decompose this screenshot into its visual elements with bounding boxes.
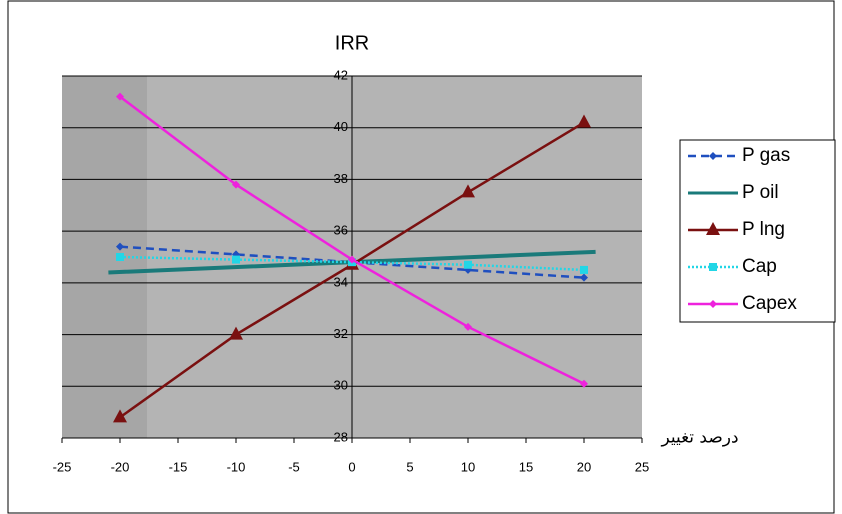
x-tick-label: 0 [348,459,355,474]
data-point [580,266,588,274]
legend-marker [709,263,717,271]
data-point [232,256,240,264]
plot-shade [62,76,147,438]
y-tick-label: 34 [334,274,348,289]
x-tick-label: -15 [169,459,188,474]
x-tick-label: 10 [461,459,475,474]
data-point [464,261,472,269]
chart: IRR درصد تغییر 28 30 32 34 36 38 40 42 -25 -20 -15… [0,0,842,514]
x-tick-label: 25 [635,459,649,474]
y-tick-label: 28 [334,429,348,444]
x-tick-label: -20 [111,459,130,474]
legend-label: P oil [742,182,779,203]
y-tick-label: 42 [334,67,348,82]
legend-label: Capex [742,293,797,314]
x-tick-label: 15 [519,459,533,474]
x-tick-label: -10 [227,459,246,474]
x-tick-label: 20 [577,459,591,474]
chart-title: IRR [335,32,369,54]
legend-label: P gas [742,145,790,166]
y-tick-label: 40 [334,119,348,134]
x-tick-label: -25 [53,459,72,474]
legend-label: P lng [742,219,785,240]
y-tick-label: 30 [334,378,348,393]
x-tick-label: -5 [288,459,300,474]
data-point [116,253,124,261]
x-tick-label: 5 [406,459,413,474]
y-tick-label: 38 [334,171,348,186]
y-tick-label: 36 [334,223,348,238]
y-tick-label: 32 [334,326,348,341]
legend-label: Cap [742,256,777,277]
x-axis-label: درصد تغییر [660,428,738,448]
